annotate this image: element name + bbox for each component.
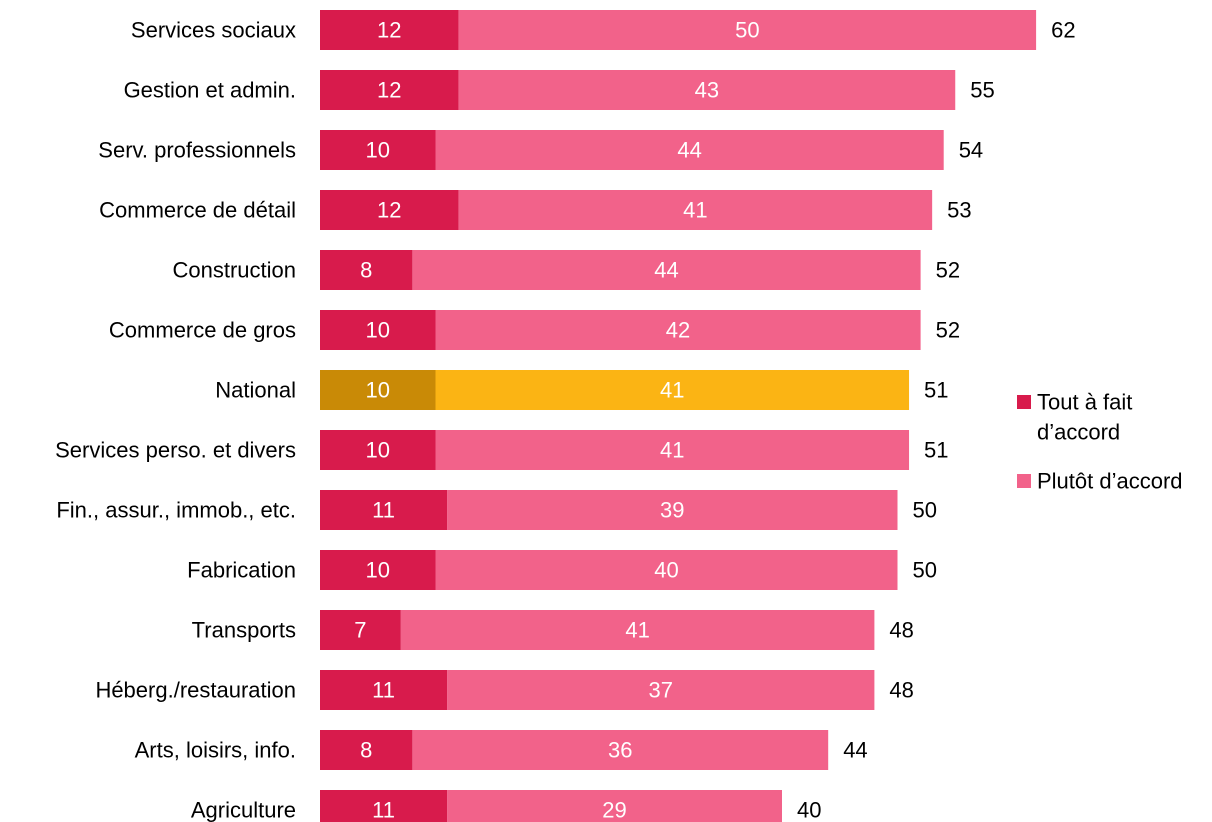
total-value-label: 51: [924, 378, 948, 403]
total-value-label: 55: [970, 78, 994, 103]
segment-value-label: 39: [660, 498, 684, 523]
total-value-label: 50: [913, 498, 937, 523]
bar-segment-plutot: [447, 790, 782, 822]
segment-value-label: 11: [372, 798, 395, 822]
total-value-label: 40: [797, 798, 821, 822]
bar-segment-tout-a-fait: [320, 610, 401, 650]
total-value-label: 51: [924, 438, 948, 463]
segment-value-label: 12: [377, 198, 401, 223]
total-value-label: 50: [913, 558, 937, 583]
bar-segment-plutot: [435, 430, 910, 470]
bar-segment-plutot: [412, 730, 829, 770]
segment-value-label: 44: [677, 138, 701, 163]
category-label: Construction: [172, 258, 296, 283]
segment-value-label: 50: [735, 18, 759, 43]
total-value-label: 54: [959, 138, 983, 163]
legend: Tout à fait d’accord Plutôt d’accord: [1017, 390, 1183, 494]
legend-label: d’accord: [1037, 420, 1120, 445]
category-label: Agriculture: [191, 798, 296, 822]
category-label: Commerce de gros: [109, 318, 296, 343]
segment-value-label: 29: [602, 798, 626, 822]
bar-segment-plutot: [458, 70, 956, 110]
bar-segment-tout-a-fait: [320, 670, 448, 710]
bar-segment-tout-a-fait: [320, 730, 413, 770]
segment-value-label: 12: [377, 78, 401, 103]
total-value-label: 52: [936, 258, 960, 283]
category-label: Héberg./restauration: [95, 678, 296, 703]
legend-label: Plutôt d’accord: [1037, 469, 1183, 494]
bar-segment-tout-a-fait: [320, 490, 448, 530]
category-label: Arts, loisirs, info.: [135, 738, 296, 763]
category-label: Services perso. et divers: [55, 438, 296, 463]
category-label: Services sociaux: [131, 18, 296, 43]
bar-segment-tout-a-fait: [320, 550, 436, 590]
segment-value-label: 10: [366, 138, 390, 163]
category-label: Fabrication: [187, 558, 296, 583]
bar-segment-tout-a-fait: [320, 130, 436, 170]
segment-value-label: 41: [683, 198, 707, 223]
segment-value-label: 12: [377, 18, 401, 43]
category-label: Serv. professionnels: [98, 138, 296, 163]
segment-value-label: 43: [695, 78, 719, 103]
bar-segment-plutot: [447, 490, 898, 530]
bar-segment-plutot: [458, 190, 933, 230]
total-value-label: 62: [1051, 18, 1075, 43]
segment-value-label: 42: [666, 318, 690, 343]
bar-segment-plutot: [435, 550, 898, 590]
segment-value-label: 36: [608, 738, 632, 763]
segment-value-label: 7: [354, 618, 366, 643]
segment-value-label: 44: [654, 258, 678, 283]
segment-value-label: 40: [654, 558, 678, 583]
segment-value-label: 37: [648, 678, 672, 703]
total-value-label: 48: [889, 618, 913, 643]
segment-value-label: 10: [366, 438, 390, 463]
total-value-label: 53: [947, 198, 971, 223]
segment-value-label: 10: [366, 318, 390, 343]
segment-value-label: 10: [366, 378, 390, 403]
segment-value-label: 41: [660, 378, 684, 403]
bar-segment-tout-a-fait: [320, 790, 448, 822]
bar-segment-tout-a-fait: [320, 10, 459, 50]
bar-segment-plutot: [458, 10, 1037, 50]
bar-segment-tout-a-fait: [320, 190, 459, 230]
bar-segment-plutot: [447, 670, 875, 710]
category-label: Gestion et admin.: [124, 78, 296, 103]
total-value-label: 44: [843, 738, 867, 763]
bar-segment-plutot: [435, 370, 910, 410]
bar-segment-tout-a-fait: [320, 70, 459, 110]
segment-value-label: 41: [660, 438, 684, 463]
legend-label: Tout à fait: [1037, 390, 1132, 415]
bar-segment-plutot: [412, 250, 921, 290]
bar-segment-tout-a-fait: [320, 310, 436, 350]
legend-swatch: [1017, 474, 1031, 488]
segment-value-label: 8: [360, 258, 372, 283]
segment-value-label: 8: [360, 738, 372, 763]
category-label: Fin., assur., immob., etc.: [56, 498, 296, 523]
bar-segment-plutot: [435, 310, 921, 350]
segment-value-label: 10: [366, 558, 390, 583]
segment-value-label: 11: [372, 678, 395, 703]
bar-segment-tout-a-fait: [320, 370, 436, 410]
category-label: Commerce de détail: [99, 198, 296, 223]
category-label: Transports: [192, 618, 296, 643]
total-value-label: 48: [889, 678, 913, 703]
segment-value-label: 41: [625, 618, 649, 643]
legend-swatch: [1017, 395, 1031, 409]
total-value-label: 52: [936, 318, 960, 343]
segment-value-label: 11: [372, 498, 395, 523]
bars-layer: Services sociaux 12 50 62 Gestion et admin. 1…: [55, 10, 1076, 822]
bar-segment-tout-a-fait: [320, 250, 413, 290]
bar-segment-tout-a-fait: [320, 430, 436, 470]
bar-segment-plutot: [400, 610, 875, 650]
category-label: National: [215, 378, 296, 403]
bar-segment-plutot: [435, 130, 944, 170]
